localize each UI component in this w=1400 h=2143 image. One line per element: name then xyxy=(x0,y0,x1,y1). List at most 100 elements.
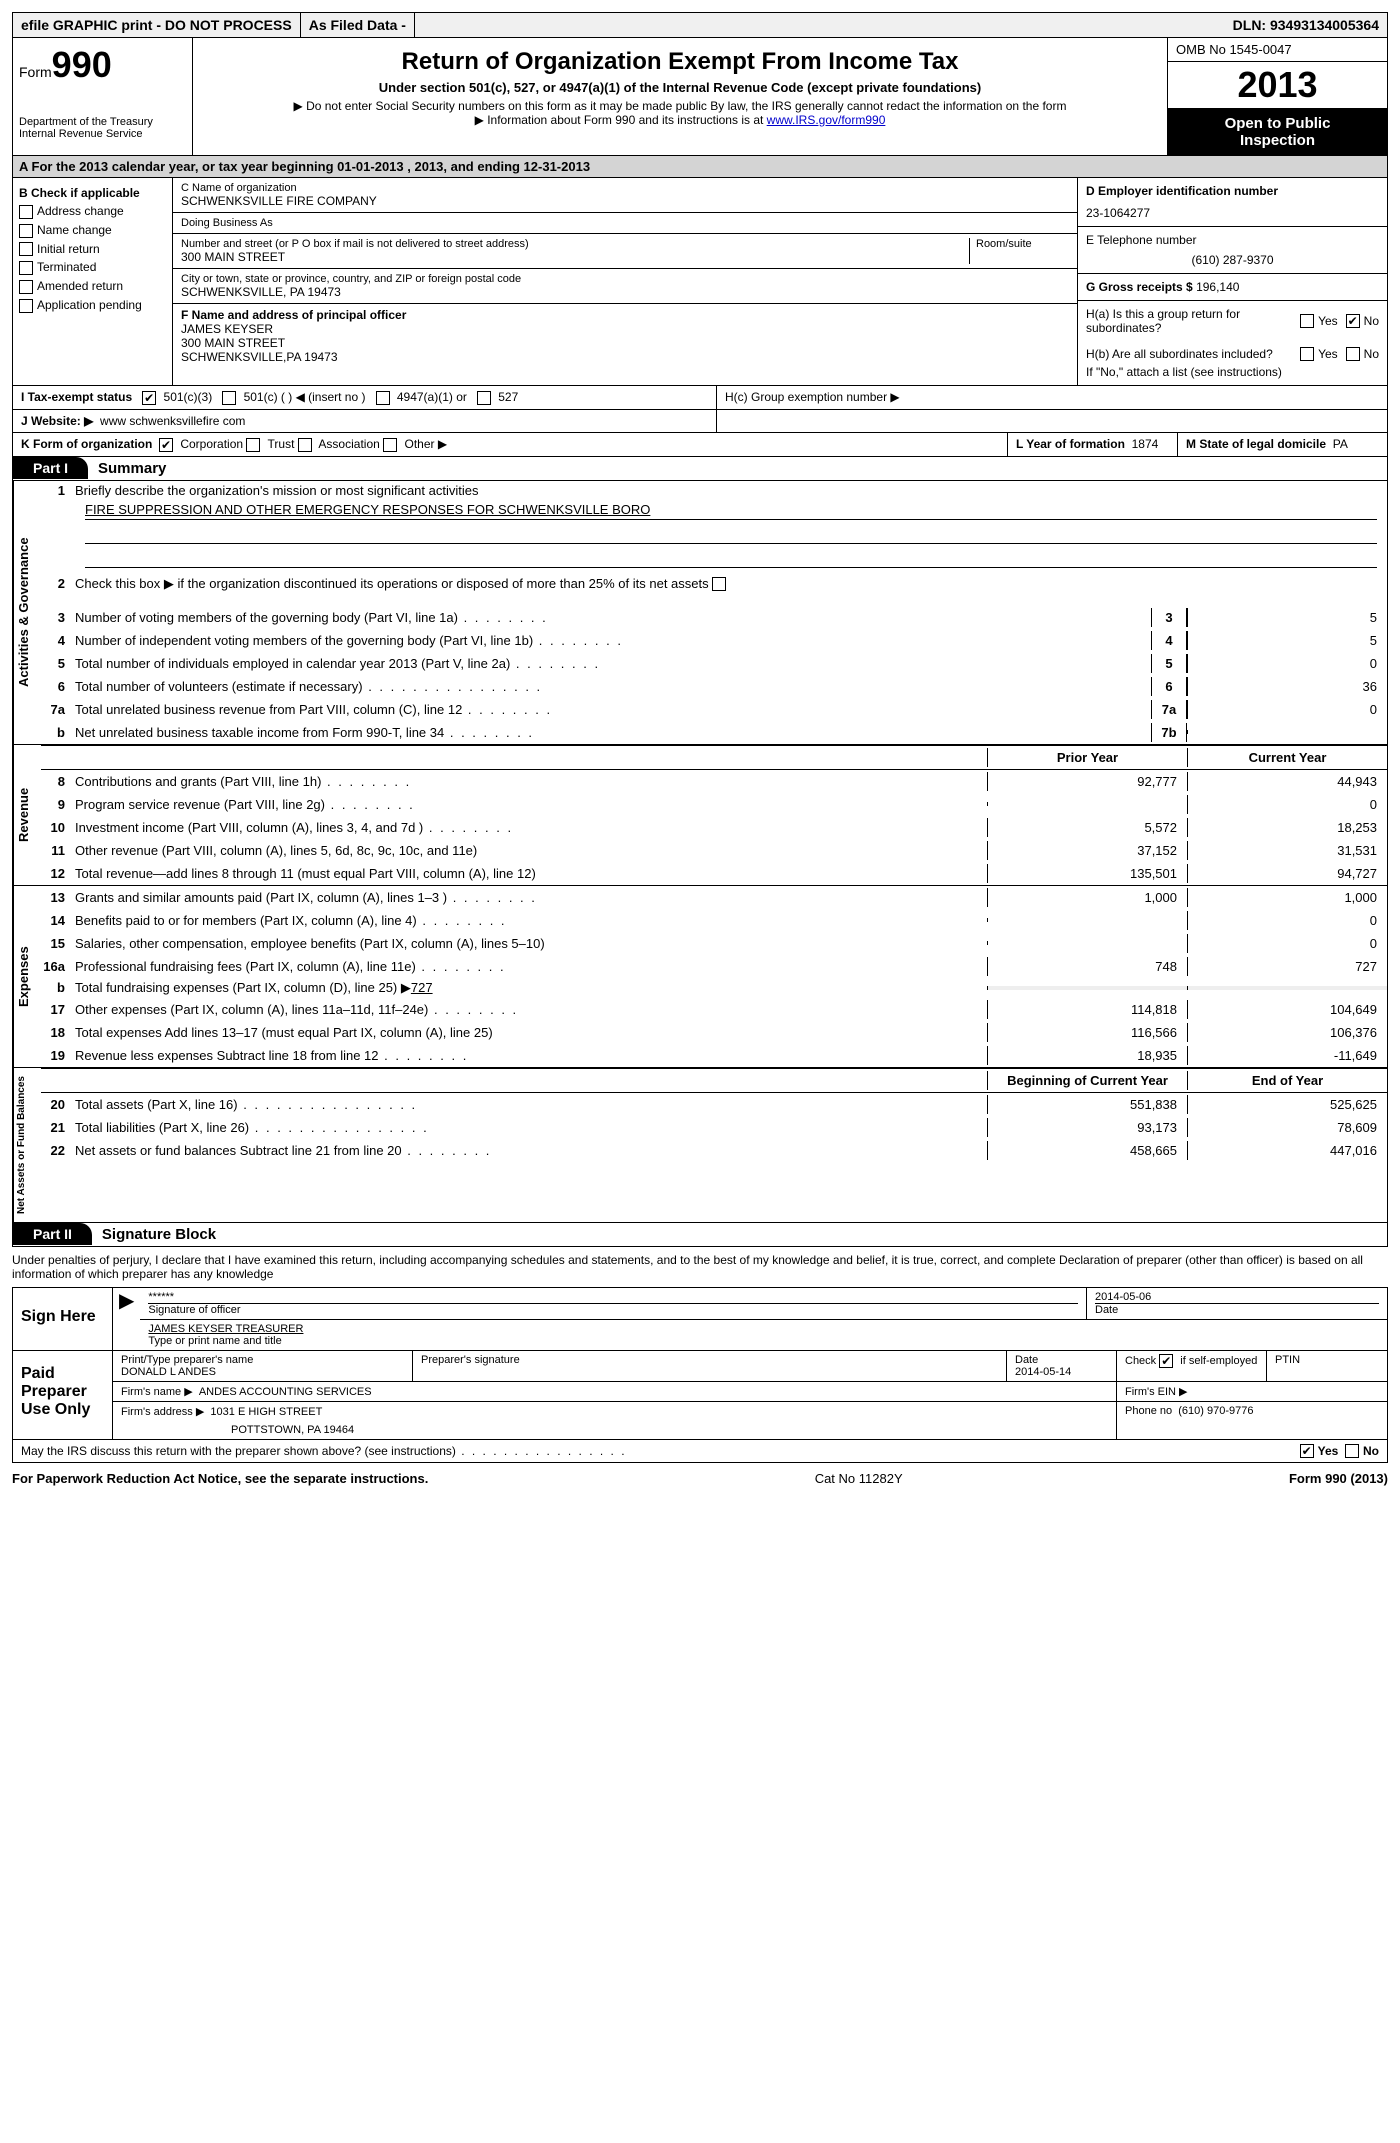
page-footer: For Paperwork Reduction Act Notice, see … xyxy=(12,1463,1388,1494)
vlabel-expenses: Expenses xyxy=(13,886,41,1067)
revenue-section: Revenue Prior YearCurrent Year 8Contribu… xyxy=(12,745,1388,886)
line-20: Total assets (Part X, line 16) xyxy=(75,1097,987,1112)
row-klm: K Form of organization Corporation Trust… xyxy=(12,433,1388,457)
self-employed-checkbox[interactable] xyxy=(1159,1354,1173,1368)
discuss-row: May the IRS discuss this return with the… xyxy=(12,1440,1388,1463)
header-left: Form990 Department of the Treasury Inter… xyxy=(13,38,193,155)
expenses-section: Expenses 13Grants and similar amounts pa… xyxy=(12,886,1388,1068)
hb-no-checkbox[interactable] xyxy=(1346,347,1360,361)
dba-cell: Doing Business As xyxy=(173,213,1077,234)
net-assets-section: Net Assets or Fund Balances Beginning of… xyxy=(12,1068,1388,1223)
ha-no-checkbox[interactable] xyxy=(1346,314,1360,328)
activities-governance: Activities & Governance 1Briefly describ… xyxy=(12,481,1388,745)
officer-cell: F Name and address of principal officer … xyxy=(173,304,1077,368)
column-d: D Employer identification number 23-1064… xyxy=(1077,178,1387,385)
address-cell: Number and street (or P O box if mail is… xyxy=(173,234,1077,269)
check-pending[interactable]: Application pending xyxy=(19,298,166,313)
dln: DLN: 93493134005364 xyxy=(1225,13,1387,37)
inspection-box: Open to PublicInspection xyxy=(1168,109,1387,155)
footer-center: Cat No 11282Y xyxy=(815,1471,903,1486)
check-amended[interactable]: Amended return xyxy=(19,279,166,294)
column-c: C Name of organization SCHWENKSVILLE FIR… xyxy=(173,178,1077,385)
form-header: Form990 Department of the Treasury Inter… xyxy=(12,38,1388,156)
vlabel-revenue: Revenue xyxy=(13,745,41,885)
line-12: Total revenue—add lines 8 through 11 (mu… xyxy=(75,866,987,881)
form-subtitle: Under section 501(c), 527, or 4947(a)(1)… xyxy=(199,80,1161,95)
501c3-checkbox[interactable] xyxy=(142,391,156,405)
vlabel-governance: Activities & Governance xyxy=(13,481,41,744)
check-terminated[interactable]: Terminated xyxy=(19,260,166,275)
as-filed-label: As Filed Data - xyxy=(301,13,415,37)
efile-notice: efile GRAPHIC print - DO NOT PROCESS xyxy=(13,13,301,37)
paid-preparer-block: Paid Preparer Use Only Print/Type prepar… xyxy=(12,1351,1388,1440)
line-13: Grants and similar amounts paid (Part IX… xyxy=(75,890,987,905)
prior-year-header: Prior Year xyxy=(987,748,1187,767)
top-bar: efile GRAPHIC print - DO NOT PROCESS As … xyxy=(12,12,1388,38)
line-22: Net assets or fund balances Subtract lin… xyxy=(75,1143,987,1158)
line-17: Other expenses (Part IX, column (A), lin… xyxy=(75,1002,987,1017)
col-b-header: B Check if applicable xyxy=(19,186,166,200)
hb-yes-checkbox[interactable] xyxy=(1300,347,1314,361)
line-21: Total liabilities (Part X, line 26) xyxy=(75,1120,987,1135)
omb-number: OMB No 1545-0047 xyxy=(1168,38,1387,62)
line-14: Benefits paid to or for members (Part IX… xyxy=(75,913,987,928)
section-bcd: B Check if applicable Address change Nam… xyxy=(12,178,1388,386)
527-checkbox[interactable] xyxy=(477,391,491,405)
header-right: OMB No 1545-0047 2013 Open to PublicInsp… xyxy=(1167,38,1387,155)
column-b: B Check if applicable Address change Nam… xyxy=(13,178,173,385)
sign-here-label: Sign Here xyxy=(13,1288,113,1350)
line-1-label: Briefly describe the organization's miss… xyxy=(75,483,1387,498)
discuss-no-checkbox[interactable] xyxy=(1345,1444,1359,1458)
assoc-checkbox[interactable] xyxy=(298,438,312,452)
check-name-change[interactable]: Name change xyxy=(19,223,166,238)
row-j: J Website: ▶ www schwenksvillefire com xyxy=(12,410,1388,433)
treasury-dept: Department of the Treasury xyxy=(19,116,186,128)
part-i-header: Part I Summary xyxy=(12,457,1388,481)
city-cell: City or town, state or province, country… xyxy=(173,269,1077,304)
line-16a: Professional fundraising fees (Part IX, … xyxy=(75,959,987,974)
line-6: Total number of volunteers (estimate if … xyxy=(75,679,1151,694)
check-address-change[interactable]: Address change xyxy=(19,204,166,219)
501c-checkbox[interactable] xyxy=(222,391,236,405)
check-initial-return[interactable]: Initial return xyxy=(19,242,166,257)
discuss-yes-checkbox[interactable] xyxy=(1300,1444,1314,1458)
current-year-header: Current Year xyxy=(1187,748,1387,767)
header-center: Return of Organization Exempt From Incom… xyxy=(193,38,1167,155)
gross-cell: G Gross receipts $ 196,140 xyxy=(1078,274,1387,301)
line-15: Salaries, other compensation, employee b… xyxy=(75,936,987,951)
row-i: I Tax-exempt status 501(c)(3) 501(c) ( )… xyxy=(12,386,1388,410)
trust-checkbox[interactable] xyxy=(246,438,260,452)
instruction-1: ▶ Do not enter Social Security numbers o… xyxy=(199,99,1161,113)
org-name-cell: C Name of organization SCHWENKSVILLE FIR… xyxy=(173,178,1077,213)
end-year-header: End of Year xyxy=(1187,1071,1387,1090)
4947-checkbox[interactable] xyxy=(376,391,390,405)
line-9: Program service revenue (Part VIII, line… xyxy=(75,797,987,812)
line-7b: Net unrelated business taxable income fr… xyxy=(75,725,1151,740)
instruction-2: ▶ Information about Form 990 and its ins… xyxy=(199,113,1161,127)
footer-right: Form 990 (2013) xyxy=(1289,1471,1388,1486)
line-4: Number of independent voting members of … xyxy=(75,633,1151,648)
self-employed-cell: Check if self-employed xyxy=(1117,1351,1267,1381)
ha-cell: H(a) Is this a group return for subordin… xyxy=(1078,301,1387,341)
line-3: Number of voting members of the governin… xyxy=(75,610,1151,625)
footer-left: For Paperwork Reduction Act Notice, see … xyxy=(12,1471,428,1486)
line-11: Other revenue (Part VIII, column (A), li… xyxy=(75,843,987,858)
irs-label: Internal Revenue Service xyxy=(19,128,186,140)
line-5: Total number of individuals employed in … xyxy=(75,656,1151,671)
hb-cell: H(b) Are all subordinates included? Yes … xyxy=(1078,341,1387,385)
line-2: Check this box ▶ if the organization dis… xyxy=(75,576,1387,592)
website-value: www schwenksvillefire com xyxy=(100,414,245,428)
arrow-icon: ▶ xyxy=(113,1288,140,1350)
phone-cell: E Telephone number (610) 287-9370 xyxy=(1078,227,1387,274)
line-19: Revenue less expenses Subtract line 18 f… xyxy=(75,1048,987,1063)
sign-here-block: Sign Here ▶ ****** Signature of officer … xyxy=(12,1287,1388,1351)
beginning-year-header: Beginning of Current Year xyxy=(987,1071,1187,1090)
ha-yes-checkbox[interactable] xyxy=(1300,314,1314,328)
line-8: Contributions and grants (Part VIII, lin… xyxy=(75,774,987,789)
other-checkbox[interactable] xyxy=(383,438,397,452)
vlabel-net-assets: Net Assets or Fund Balances xyxy=(13,1068,41,1222)
discontinued-checkbox[interactable] xyxy=(712,577,726,591)
perjury-statement: Under penalties of perjury, I declare th… xyxy=(12,1247,1388,1287)
corp-checkbox[interactable] xyxy=(159,438,173,452)
irs-link[interactable]: www.IRS.gov/form990 xyxy=(767,113,886,127)
